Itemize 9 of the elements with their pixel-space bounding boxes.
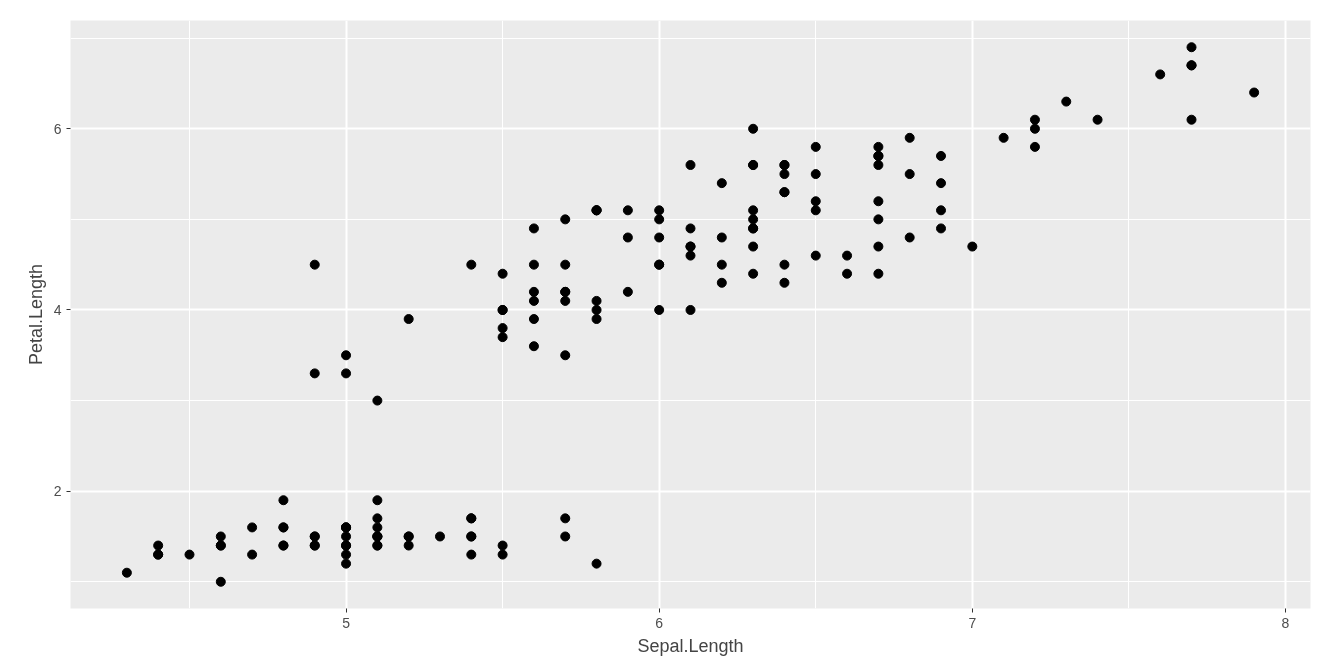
y-axis-title: Petal.Length [25, 263, 46, 366]
y-tick-label: 6 [53, 120, 62, 137]
x-tick-label: 8 [1281, 614, 1290, 631]
x-tick-label: 7 [968, 614, 977, 631]
x-tick-label: 6 [655, 614, 664, 631]
x-tick-label: 5 [342, 614, 351, 631]
y-tick-label: 4 [53, 301, 62, 318]
y-tick-label: 2 [53, 483, 62, 500]
x-axis-title: Sepal.Length [637, 635, 744, 656]
